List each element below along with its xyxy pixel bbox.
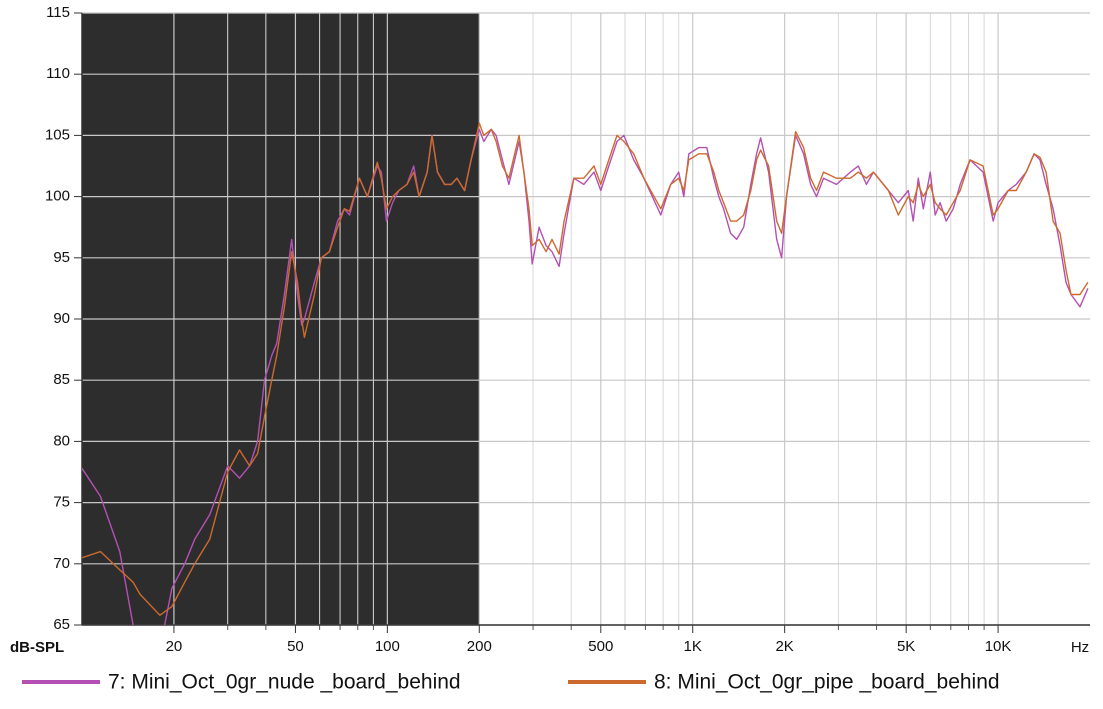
y-tick-label: 115: [46, 4, 70, 21]
x-tick-label: 20: [166, 638, 183, 655]
legend-label: 7: Mini_Oct_0gr_nude _board_behind: [108, 671, 461, 694]
y-tick-label: 90: [53, 310, 70, 327]
y-tick-label: 85: [53, 371, 70, 388]
series-group: [82, 122, 1089, 625]
x-tick-label: 500: [588, 638, 613, 655]
y-tick-label: 105: [45, 126, 70, 143]
y-tick-label: 65: [53, 616, 70, 633]
series-line: [82, 122, 1089, 616]
series-line: [82, 128, 1089, 625]
y-tick-label: 75: [53, 494, 70, 511]
x-tick-label: 10K: [985, 638, 1012, 655]
x-tick-label: 5K: [897, 638, 915, 655]
x-axis-label: Hz: [1071, 639, 1089, 656]
y-axis-label: dB-SPL: [10, 639, 64, 656]
x-tick-label: 50: [287, 638, 304, 655]
y-tick-label: 95: [53, 249, 70, 266]
y-tick-label: 80: [53, 432, 70, 449]
y-tick-label: 70: [53, 555, 70, 572]
y-tick-label: 100: [45, 188, 70, 205]
x-tick-label: 1K: [684, 638, 702, 655]
x-tick-label: 200: [467, 638, 492, 655]
x-tick-label: 2K: [775, 638, 793, 655]
legend-label: 8: Mini_Oct_0gr_pipe _board_behind: [654, 671, 1000, 694]
x-tick-label: 100: [375, 638, 400, 655]
y-tick-label: 110: [46, 65, 70, 82]
